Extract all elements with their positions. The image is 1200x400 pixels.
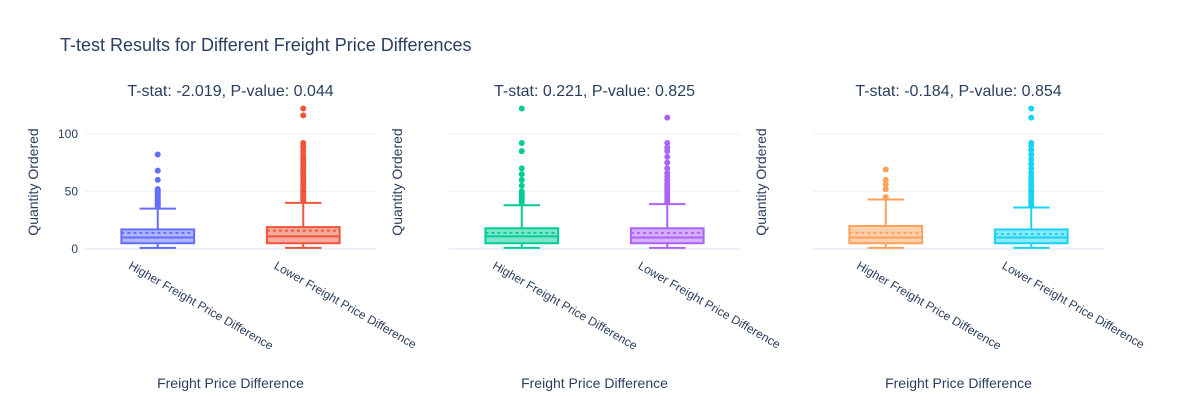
outlier-point — [664, 169, 671, 176]
box-1: Higher Freight Price Difference — [484, 105, 640, 353]
outlier-point — [1028, 160, 1035, 167]
outlier-point — [300, 140, 307, 147]
outlier-point — [518, 148, 525, 155]
subplot-title: T-stat: -2.019, P-value: 0.044 — [127, 83, 333, 100]
subplot-title: T-stat: 0.221, P-value: 0.825 — [494, 83, 695, 100]
outlier-point — [664, 144, 671, 151]
outlier-point — [664, 165, 671, 172]
x-axis-label: Freight Price Difference — [521, 375, 668, 391]
outlier-point — [1028, 146, 1035, 153]
outlier-point — [154, 167, 161, 174]
outlier-point — [518, 140, 525, 147]
x-tick-label: Lower Freight Price Difference — [1000, 258, 1147, 351]
outlier-point — [518, 188, 525, 195]
box-1: Higher Freight Price Difference — [120, 151, 276, 353]
outlier-point — [882, 166, 889, 173]
subplot-title: T-stat: -0.184, P-value: 0.854 — [855, 83, 1061, 100]
x-tick-label: Lower Freight Price Difference — [272, 258, 419, 351]
x-tick-label: Higher Freight Price Difference — [490, 258, 640, 353]
outlier-point — [664, 159, 671, 166]
outlier-point — [1028, 169, 1035, 176]
outlier-point — [518, 165, 525, 172]
outlier-point — [664, 153, 671, 160]
subplot-3: T-stat: -0.184, P-value: 0.854 Quantity O… — [753, 83, 1147, 391]
outlier-point — [1028, 151, 1035, 158]
y-axis-label: Quantity Ordered — [753, 128, 769, 235]
subplot-2: T-stat: 0.221, P-value: 0.825 Quantity Or… — [389, 83, 783, 391]
box-iqr — [265, 226, 341, 245]
x-tick-label: Higher Freight Price Difference — [126, 258, 276, 353]
x-tick-label: Lower Freight Price Difference — [636, 258, 783, 351]
box-iqr — [120, 228, 196, 245]
subplot-1: 0 50 100 T-stat: -2.019, P-value: 0.044 Quan… — [25, 83, 419, 391]
y-axis-label: Quantity Ordered — [389, 128, 405, 235]
y-axis-label: Quantity Ordered — [25, 128, 41, 235]
box-iqr — [848, 224, 924, 245]
outlier-point — [882, 181, 889, 188]
outlier-point — [154, 151, 161, 158]
outlier-point — [1028, 114, 1035, 121]
outlier-point — [1028, 140, 1035, 147]
subplots: 0 50 100 T-stat: -2.019, P-value: 0.044 Quan… — [25, 83, 1147, 391]
outlier-point — [882, 176, 889, 183]
outlier-point — [518, 182, 525, 189]
outlier-point — [518, 171, 525, 178]
x-axis-label: Freight Price Difference — [885, 375, 1032, 391]
outlier-point — [1028, 105, 1035, 112]
box-2: Lower Freight Price Difference — [993, 105, 1147, 352]
outlier-point — [1028, 156, 1035, 163]
outlier-point — [300, 112, 307, 119]
outlier-point — [664, 114, 671, 121]
outlier-point — [882, 186, 889, 193]
box-iqr — [993, 228, 1069, 245]
box-iqr — [629, 227, 705, 245]
x-tick-label: Higher Freight Price Difference — [854, 258, 1004, 353]
outlier-point — [1028, 165, 1035, 172]
chart-title: T-test Results for Different Freight Pri… — [60, 35, 472, 55]
box-1: Higher Freight Price Difference — [848, 166, 1004, 353]
y-tick-label: 100 — [58, 127, 78, 141]
outlier-point — [154, 186, 161, 193]
outlier-point — [518, 105, 525, 112]
outlier-point — [518, 176, 525, 183]
outlier-point — [882, 194, 889, 201]
y-tick-label: 0 — [71, 242, 78, 256]
y-tick-label: 50 — [65, 184, 79, 198]
outlier-point — [664, 140, 671, 147]
outlier-point — [300, 105, 307, 112]
x-axis-label: Freight Price Difference — [157, 375, 304, 391]
outlier-point — [154, 176, 161, 183]
